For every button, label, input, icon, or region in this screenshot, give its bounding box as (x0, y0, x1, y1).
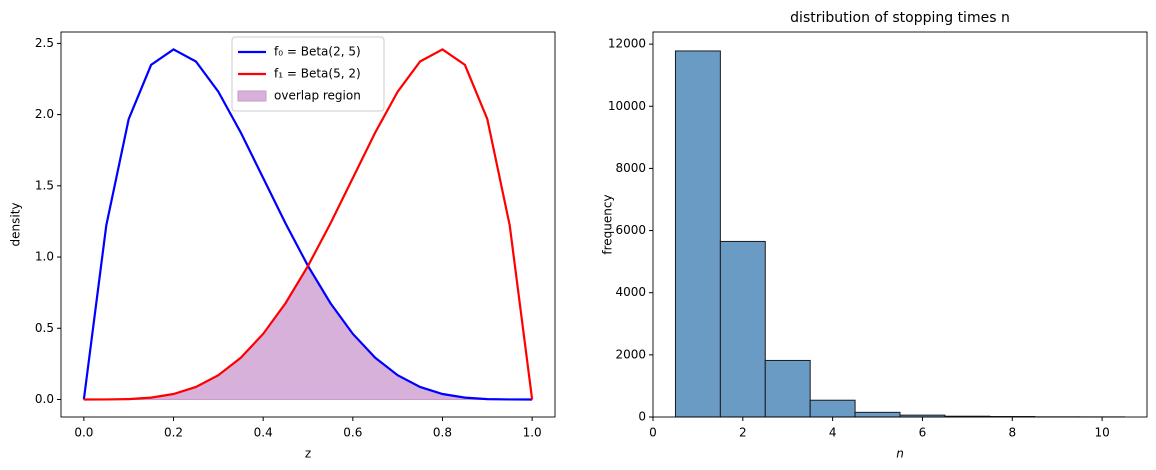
x-axis-label: z (305, 447, 311, 461)
x-tick-label: 10 (1094, 426, 1109, 440)
x-tick-label: 2 (739, 426, 747, 440)
y-tick-label: 6000 (615, 223, 646, 237)
bar (719, 240, 766, 418)
legend-label: f₀ = Beta(2, 5) (274, 45, 361, 59)
y-axis-label: frequency (601, 194, 615, 254)
y-tick-label: 2000 (615, 347, 646, 361)
y-tick-label: 2.5 (35, 36, 54, 50)
line (83, 48, 534, 401)
x-tick-label: 0.6 (343, 426, 362, 440)
y-tick-label: 12000 (608, 37, 646, 51)
y-tick-label: 1.0 (35, 250, 54, 264)
y-tick-label: 10000 (608, 99, 646, 113)
x-tick-label: 0.0 (74, 426, 93, 440)
x-tick-label: 0.8 (433, 426, 452, 440)
y-tick-label: 4000 (615, 285, 646, 299)
x-tick-label: 8 (1008, 426, 1016, 440)
y-tick-label: 0.5 (35, 321, 54, 335)
legend-label: f₁ = Beta(5, 2) (274, 67, 361, 81)
x-axis-label: n (896, 447, 904, 461)
chart-title: distribution of stopping times n (790, 10, 1010, 26)
bar (809, 399, 856, 418)
x-tick-label: 6 (919, 426, 927, 440)
x-tick-label: 4 (829, 426, 837, 440)
bar (764, 359, 811, 418)
y-tick-label: 1.5 (35, 178, 54, 192)
legend-label: overlap region (274, 89, 361, 103)
legend-box (231, 36, 385, 112)
bar (674, 50, 721, 418)
y-axis-label: density (9, 203, 23, 247)
axes-frame (652, 31, 1148, 418)
y-tick-label: 2.0 (35, 107, 54, 121)
legend-swatch (237, 90, 267, 102)
axes-frame (60, 31, 556, 418)
x-tick-label: 1.0 (523, 426, 542, 440)
legend: f₀ = Beta(2, 5) f₁ = Beta(5, 2) overlap re… (231, 36, 385, 112)
x-tick-label: 0.2 (164, 426, 183, 440)
y-tick-label: 8000 (615, 161, 646, 175)
overlap-area (83, 264, 533, 400)
y-tick-label: 0 (638, 410, 646, 424)
bar (854, 411, 901, 418)
y-tick-label: 0.0 (35, 392, 54, 406)
x-tick-label: 0.4 (254, 426, 273, 440)
x-tick-label: 0 (649, 426, 657, 440)
